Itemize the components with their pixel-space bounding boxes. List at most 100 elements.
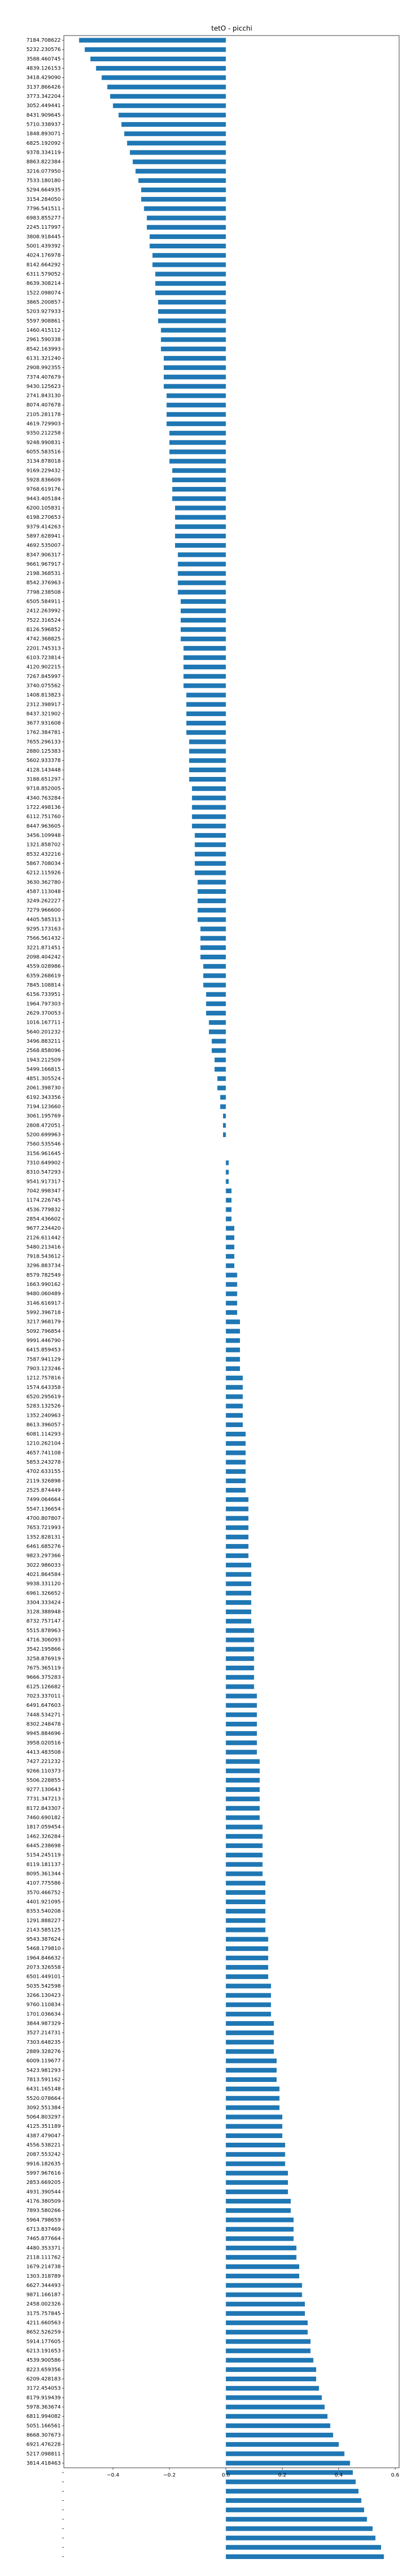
y-tick-label: 6112.751760 <box>26 814 61 820</box>
y-tick-label: 3814.418463 <box>26 2461 61 2466</box>
bar <box>203 964 226 969</box>
bar <box>226 1731 257 1736</box>
y-tick-label: 1574.643358 <box>26 1385 61 1391</box>
y-tick-label: 8074.407678 <box>26 402 61 408</box>
bar <box>183 646 226 651</box>
bar <box>226 2274 300 2279</box>
bar <box>206 1010 226 1016</box>
y-tick-label: 3740.075562 <box>26 683 61 689</box>
y-tick-label: 5928.836609 <box>26 477 61 483</box>
bar <box>192 814 226 819</box>
y-tick-label: 4401.921095 <box>26 1899 61 1905</box>
bar <box>197 879 226 885</box>
y-tick-label: 3542.195866 <box>26 1647 61 1652</box>
y-tick-label: 4125.351189 <box>26 2124 61 2129</box>
y-tick-label: 6009.119677 <box>26 2058 61 2064</box>
y-tick-label: 3865.200857 <box>26 299 61 305</box>
bar <box>220 1104 226 1109</box>
bar <box>226 1927 266 1933</box>
bar <box>226 2152 285 2157</box>
y-tick-label: 1522.098074 <box>26 290 61 296</box>
bar <box>226 1207 232 1212</box>
bar <box>226 1656 254 1661</box>
y-tick-label: 5468.179810 <box>26 1946 61 1952</box>
y-tick-label: 7303.648235 <box>26 2040 61 2045</box>
bar <box>226 2011 271 2016</box>
bar <box>226 2283 302 2288</box>
bar <box>226 2554 384 2560</box>
y-tick-label: 4716.306093 <box>26 1637 61 1643</box>
y-tick-label: 8142.664292 <box>26 262 61 268</box>
bar <box>226 1376 243 1381</box>
bar <box>192 805 226 810</box>
y-tick-label: 4536.779832 <box>26 1207 61 1213</box>
bar <box>226 1871 263 1876</box>
y-tick-label: 6961.326652 <box>26 1590 61 1596</box>
y-tick-label: 9379.414263 <box>26 524 61 530</box>
y-tick-label: 5547.136654 <box>26 1506 61 1512</box>
bar <box>226 2189 288 2194</box>
y-tick-label: 1303.318789 <box>26 2274 61 2279</box>
bar <box>226 1675 254 1680</box>
bar <box>226 1647 254 1652</box>
y-tick-label: 9661.967917 <box>26 562 61 567</box>
bar <box>226 1665 254 1671</box>
bar <box>132 159 226 164</box>
bar <box>226 2077 277 2082</box>
y-tick-label: 8095.361344 <box>26 1871 61 1877</box>
bar <box>226 2096 280 2101</box>
y-tick-label: 9871.166187 <box>26 2292 61 2298</box>
bar <box>192 795 226 801</box>
bar <box>166 402 226 408</box>
bar <box>197 889 226 894</box>
y-tick-label: 6192.343356 <box>26 1095 61 1100</box>
bar <box>158 309 226 314</box>
y-tick-label: 3418.429090 <box>26 75 61 81</box>
y-tick-label: 8613.396057 <box>26 1422 61 1428</box>
y-tick-label: 7798.238508 <box>26 589 61 595</box>
bar <box>226 1965 268 1970</box>
y-tick-label: 8652.526259 <box>26 2330 61 2335</box>
y-tick-label: 7533.180180 <box>26 178 61 183</box>
bar <box>195 852 226 857</box>
bar <box>226 1853 263 1858</box>
y-tick-label: 6501.449101 <box>26 1974 61 1980</box>
y-tick-label: 7560.535546 <box>26 1142 61 1147</box>
y-tick-label: 3844.987329 <box>26 2021 61 2027</box>
y-tick-label: 3304.333424 <box>26 1600 61 1605</box>
bar <box>186 711 226 716</box>
bar <box>226 1188 232 1194</box>
bar <box>195 842 226 848</box>
y-tick-label: 5520.078664 <box>26 2096 61 2102</box>
y-tick-label: 4021.864584 <box>26 1572 61 1578</box>
bar <box>226 1600 251 1605</box>
bar <box>226 1534 249 1539</box>
bar <box>166 412 226 417</box>
y-tick-label: 3154.284050 <box>26 197 61 202</box>
y-tick-label: 3217.968179 <box>26 1319 61 1325</box>
y-tick-label: 3496.883211 <box>26 1039 61 1044</box>
bar <box>226 1310 237 1315</box>
bar <box>226 1487 246 1493</box>
bar <box>169 440 226 445</box>
y-tick-label: 1663.990162 <box>26 1282 61 1287</box>
x-tick-label: 0.0 <box>222 2472 230 2478</box>
bar <box>189 739 226 744</box>
bar <box>79 38 226 43</box>
y-tick-label: 4387.479047 <box>26 2133 61 2139</box>
y-tick-label: 7845.108814 <box>26 982 61 988</box>
y-tick-label: 5203.927933 <box>26 309 61 315</box>
bar <box>113 103 226 108</box>
bar <box>226 2245 297 2250</box>
bar <box>226 1909 266 1914</box>
bar <box>192 823 226 828</box>
bar <box>226 2264 300 2269</box>
bar <box>107 84 226 90</box>
bar <box>226 2049 274 2054</box>
y-tick-label: 8302.248478 <box>26 1721 61 1727</box>
y-tick-label: 9277.130643 <box>26 1787 61 1793</box>
bar <box>226 2404 325 2410</box>
bar <box>223 1113 226 1118</box>
bar <box>226 2488 359 2494</box>
bar <box>226 1937 268 1942</box>
